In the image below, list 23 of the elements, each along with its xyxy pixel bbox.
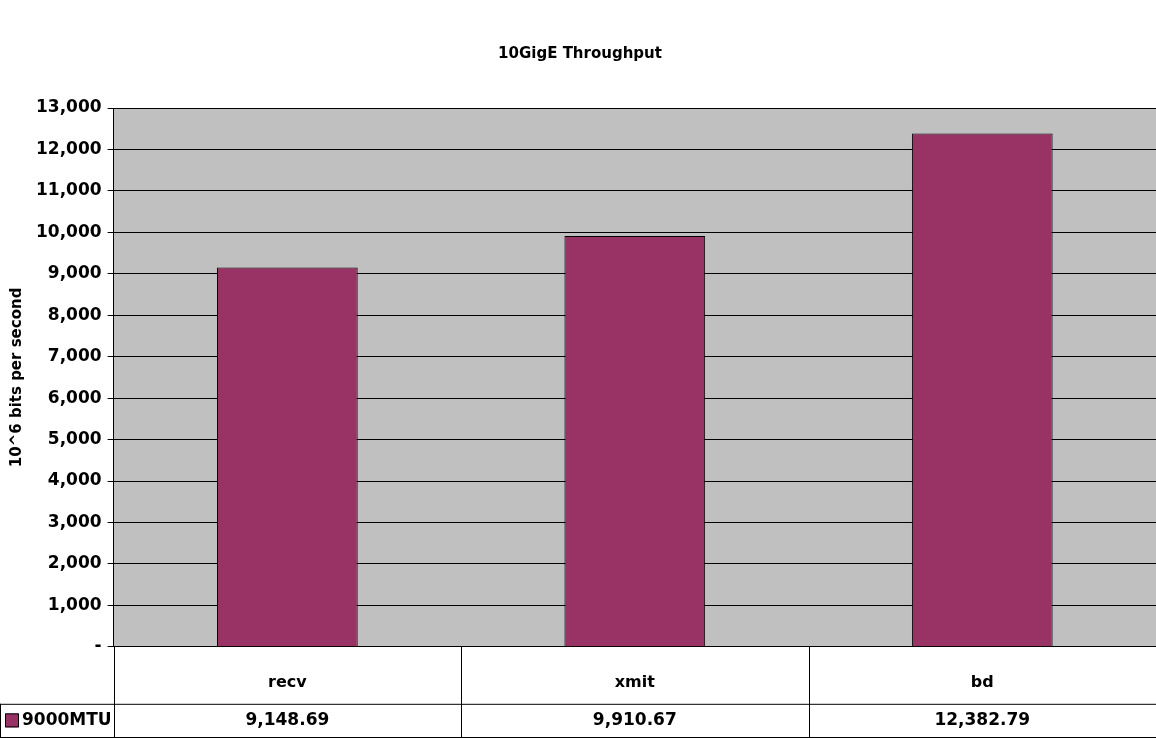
y-tick-label: 5,000 — [47, 427, 102, 448]
x-tick-label: bd — [970, 671, 994, 691]
y-tick-label: 13,000 — [35, 96, 102, 117]
y-tick-label: 7,000 — [47, 345, 102, 366]
y-tick-label: 6,000 — [47, 386, 102, 407]
data-label: 12,382.79 — [934, 708, 1031, 729]
y-tick-label: 1,000 — [47, 593, 102, 614]
y-tick-label: 12,000 — [35, 137, 102, 158]
y-tick-label: 11,000 — [35, 179, 102, 200]
x-tick-label: recv — [268, 671, 308, 691]
data-label: 9,910.67 — [592, 708, 677, 729]
y-axis-title: 10^6 bits per second — [6, 287, 25, 468]
data-label: 9,148.69 — [245, 708, 330, 729]
x-tick-label: xmit — [614, 671, 656, 691]
y-tick-label: 9,000 — [47, 262, 102, 283]
y-tick-label: 3,000 — [47, 510, 102, 531]
y-tick-label: 4,000 — [47, 469, 102, 490]
y-tick-label: 8,000 — [47, 303, 102, 324]
y-tick-label: - — [94, 635, 102, 656]
y-tick-label: 2,000 — [47, 552, 102, 573]
chart-title: 10GigE Throughput — [498, 43, 662, 62]
legend-label: 9000MTU — [22, 708, 112, 729]
y-tick-label: 10,000 — [35, 220, 102, 241]
